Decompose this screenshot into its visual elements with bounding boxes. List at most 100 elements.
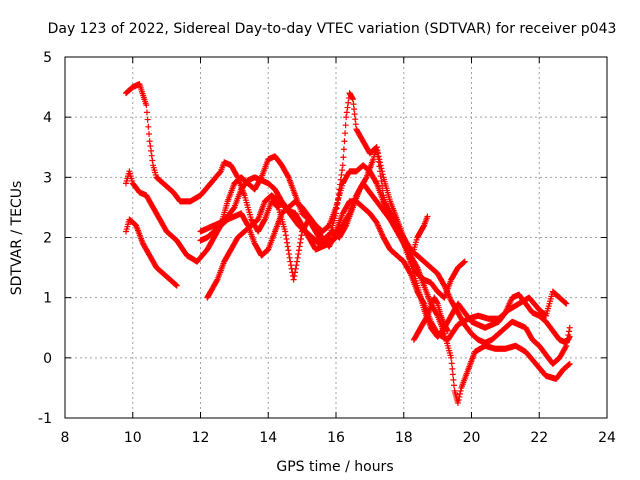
series-track-g xyxy=(410,294,451,343)
x-tick-label: 14 xyxy=(259,430,277,446)
data-point xyxy=(149,157,156,164)
data-point xyxy=(378,165,385,172)
data-point xyxy=(449,365,456,372)
y-tick-label: -1 xyxy=(38,411,52,427)
data-point xyxy=(292,269,299,276)
y-tick-label: 2 xyxy=(43,231,52,247)
data-point xyxy=(213,277,220,284)
data-point xyxy=(143,102,150,109)
data-point xyxy=(285,247,292,254)
data-point xyxy=(351,106,358,113)
data-point xyxy=(146,138,153,145)
x-tick-label: 20 xyxy=(463,430,481,446)
series-track-c xyxy=(122,216,180,289)
data-point xyxy=(561,299,568,306)
data-point xyxy=(448,360,455,367)
data-point xyxy=(291,273,298,280)
data-point xyxy=(379,168,386,175)
y-tick-label: 3 xyxy=(43,170,52,186)
data-point xyxy=(566,360,573,367)
data-point xyxy=(406,269,413,276)
data-point xyxy=(146,131,153,138)
data-point xyxy=(284,239,291,246)
data-point xyxy=(345,211,352,218)
data-point xyxy=(372,179,379,186)
series-track-f xyxy=(197,174,573,367)
data-point xyxy=(283,236,290,243)
data-point xyxy=(424,213,431,220)
data-point xyxy=(342,130,349,137)
data-point xyxy=(350,101,357,108)
data-point xyxy=(565,331,572,338)
data-point xyxy=(375,150,382,157)
data-point xyxy=(460,259,467,266)
x-tick-label: 12 xyxy=(192,430,210,446)
data-point xyxy=(375,153,382,160)
data-point xyxy=(440,294,447,301)
data-point xyxy=(433,311,440,318)
data-point xyxy=(295,247,302,254)
data-point xyxy=(454,399,461,406)
data-point xyxy=(345,99,352,106)
data-point xyxy=(562,344,569,351)
data-point xyxy=(297,236,304,243)
data-point xyxy=(144,116,151,123)
data-point xyxy=(448,354,455,361)
data-point xyxy=(294,258,301,265)
data-point xyxy=(566,328,573,335)
data-point xyxy=(244,221,251,228)
data-point xyxy=(294,254,301,261)
data-point xyxy=(376,156,383,163)
data-point xyxy=(341,138,348,145)
data-point xyxy=(148,147,155,154)
data-point xyxy=(293,262,300,269)
data-point xyxy=(444,327,451,334)
x-axis-label: GPS time / hours xyxy=(276,459,393,475)
x-tick-label: 10 xyxy=(124,430,142,446)
data-point xyxy=(297,239,304,246)
data-point xyxy=(339,167,346,174)
data-point xyxy=(292,265,299,272)
data-point xyxy=(284,243,291,250)
data-point xyxy=(379,171,386,178)
series-track-a xyxy=(122,81,573,406)
data-point xyxy=(340,146,347,153)
data-point xyxy=(563,342,570,349)
data-point xyxy=(440,281,447,288)
data-point xyxy=(344,104,351,111)
data-point xyxy=(566,334,573,341)
data-point xyxy=(374,147,381,154)
data-point xyxy=(377,159,384,166)
data-point xyxy=(284,173,291,180)
data-point xyxy=(563,300,570,307)
data-point xyxy=(349,96,356,103)
series-track-h xyxy=(410,213,431,253)
data-point xyxy=(423,313,430,320)
y-axis-label: SDTVAR / TECUs xyxy=(9,181,25,296)
data-point xyxy=(295,251,302,258)
data-point xyxy=(373,144,380,151)
data-point xyxy=(285,251,292,258)
x-tick-label: 18 xyxy=(395,430,413,446)
data-point xyxy=(566,324,573,331)
data-point xyxy=(147,143,154,150)
data-point xyxy=(230,205,237,212)
data-point xyxy=(286,254,293,261)
x-tick-label: 24 xyxy=(598,430,616,446)
data-point xyxy=(377,162,384,169)
data-point xyxy=(338,171,345,178)
data-point xyxy=(261,217,268,224)
data-point xyxy=(457,387,464,394)
data-point xyxy=(287,258,294,265)
data-point xyxy=(456,393,463,400)
data-point xyxy=(145,123,152,130)
data-point xyxy=(342,122,349,129)
data-point xyxy=(456,390,463,397)
data-point xyxy=(351,111,358,118)
data-point xyxy=(143,109,150,116)
y-tick-label: 4 xyxy=(43,110,52,126)
y-tick-label: 0 xyxy=(43,351,52,367)
data-point xyxy=(565,362,572,369)
